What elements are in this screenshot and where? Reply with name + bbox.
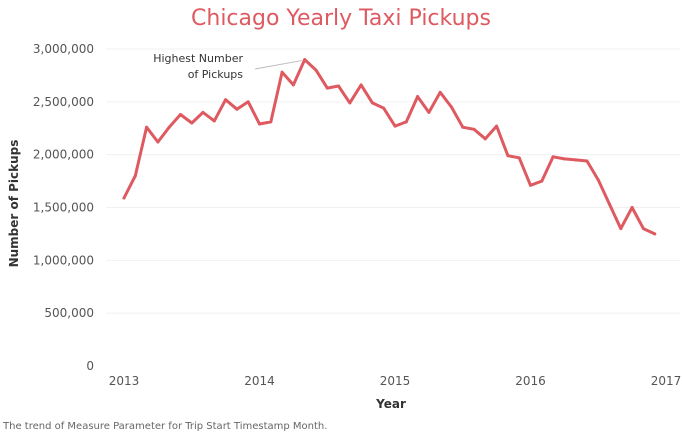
data-point [303,58,307,62]
data-point [212,119,216,123]
x-tick-label: 2017 [651,374,682,388]
data-point [246,100,250,104]
data-point [540,179,544,183]
data-point [449,105,453,109]
data-point [506,154,510,158]
data-point [291,83,295,87]
data-point [517,156,521,160]
data-point [370,101,374,105]
data-point [585,159,589,163]
data-point [280,70,284,74]
data-point [359,83,363,87]
data-point [427,110,431,114]
x-tick-label: 2015 [380,374,411,388]
data-point [653,232,657,236]
data-point [133,174,137,178]
data-point [574,158,578,162]
data-point [325,86,329,90]
annotation-leader-line [254,60,302,70]
y-tick-label: 2,500,000 [33,95,94,109]
data-point [461,125,465,129]
data-point [608,202,612,206]
y-tick-label: 2,000,000 [33,148,94,162]
data-point [201,110,205,114]
data-point [269,120,273,124]
annotation-text: of Pickups [188,68,244,81]
chart-caption: The trend of Measure Parameter for Trip … [3,421,328,432]
annotation-text: Highest Number [153,52,243,65]
data-point [551,155,555,159]
data-point [337,84,341,88]
data-point [619,227,623,231]
data-point [495,124,499,128]
data-point [630,206,634,209]
data-point [483,137,487,141]
x-tick-label: 2014 [244,374,275,388]
x-tick-label: 2013 [109,374,140,388]
data-point [156,140,160,144]
line-chart: 0 500,000 1,000,000 1,500,000 2,000,000 2,500… [7,42,682,411]
y-tick-label: 0 [86,359,94,373]
chart-title: Chicago Yearly Taxi Pickups [191,6,491,31]
data-point [122,196,126,200]
y-tick-label: 500,000 [44,306,94,320]
data-point [167,125,171,129]
data-point [393,124,397,128]
data-point [258,122,261,126]
y-tick-label: 1,000,000 [33,253,94,267]
x-axis-title: Year [375,397,406,411]
data-point [641,227,645,231]
y-axis-title: Number of Pickups [7,140,21,268]
data-point [529,183,532,187]
data-point [235,107,239,111]
data-point [348,101,352,105]
data-point [190,121,194,125]
data-point [404,120,408,124]
data-point [416,95,420,99]
data-point [382,106,386,110]
data-point [438,90,442,94]
x-tick-label: 2016 [515,374,546,388]
data-point [596,178,600,182]
data-point [224,98,228,102]
data-point [145,125,149,129]
data-point [472,127,476,131]
y-tick-label: 1,500,000 [33,201,94,215]
data-point [178,113,182,117]
y-tick-label: 3,000,000 [33,42,94,56]
data-point [562,157,566,161]
data-point [314,68,318,72]
series-line [122,58,657,236]
